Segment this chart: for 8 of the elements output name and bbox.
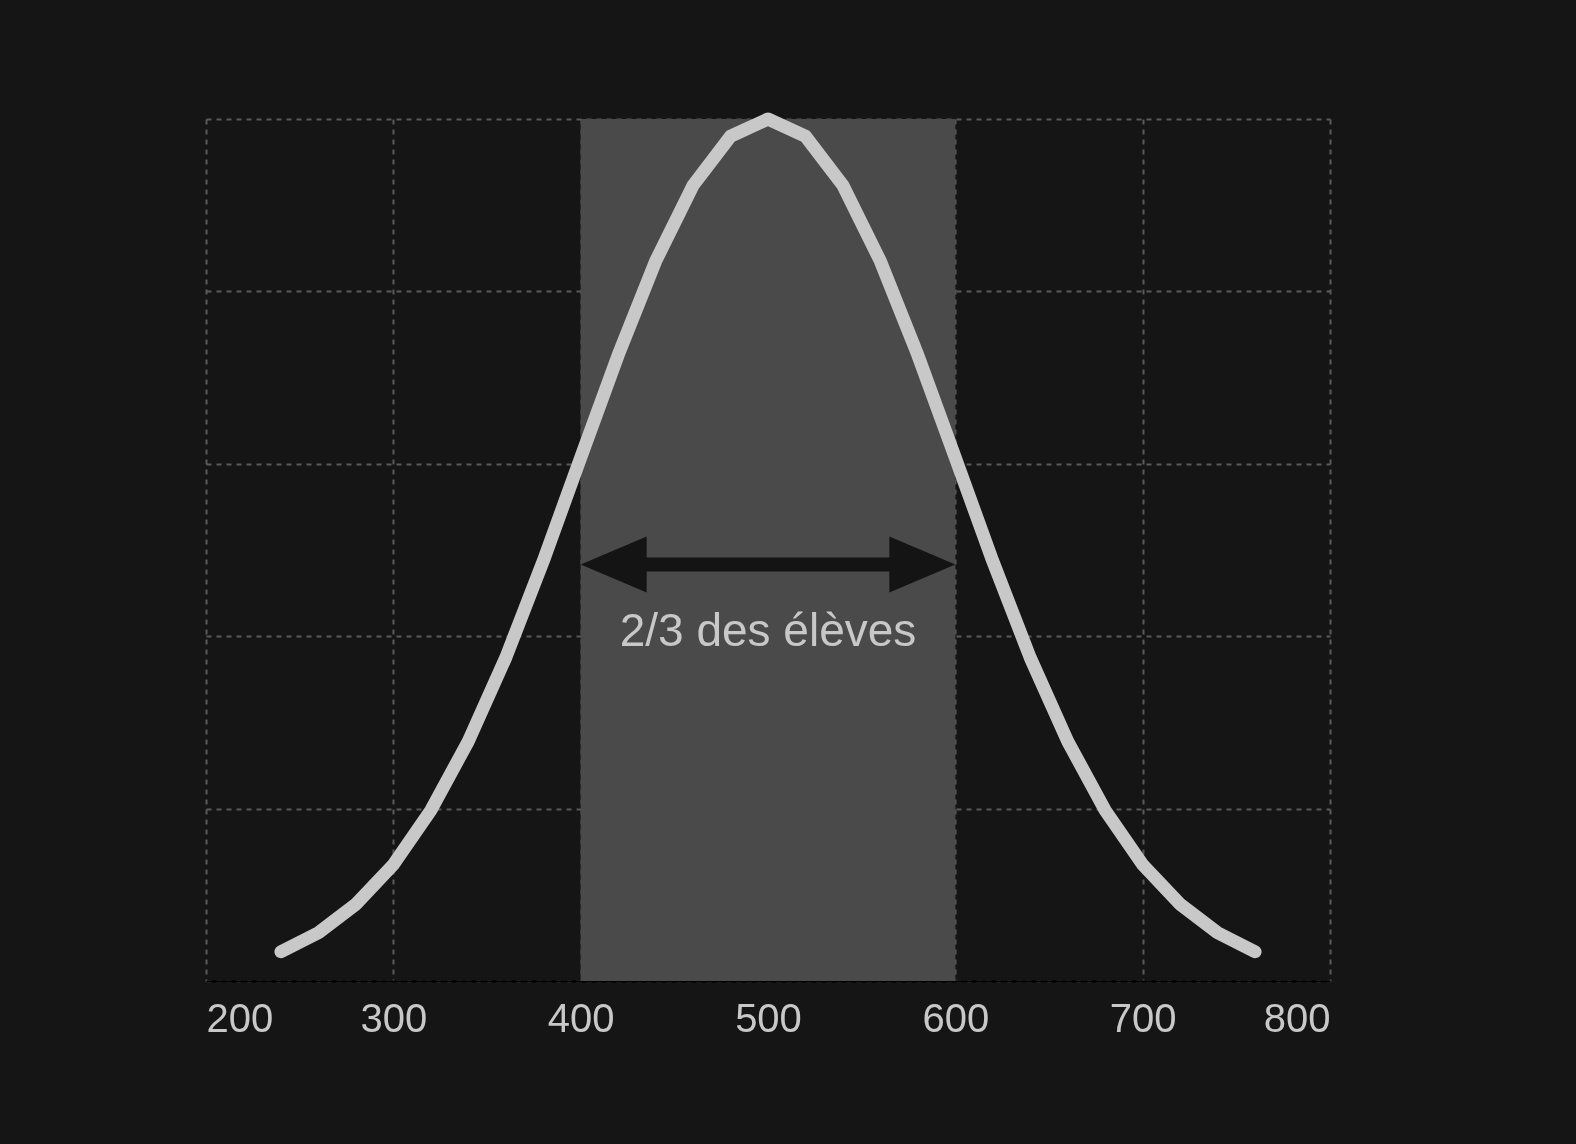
x-tick-label: 400 xyxy=(547,995,615,1040)
x-tick-label: 200 xyxy=(206,995,274,1040)
x-tick-label: 500 xyxy=(735,995,802,1040)
x-tick-label: 600 xyxy=(922,995,990,1040)
x-tick-label: 300 xyxy=(360,995,428,1040)
annotation: 2/3 des élèves xyxy=(619,603,917,656)
x-tick-label: 800 xyxy=(1263,995,1331,1040)
x-tick-label: 700 xyxy=(1109,995,1177,1040)
